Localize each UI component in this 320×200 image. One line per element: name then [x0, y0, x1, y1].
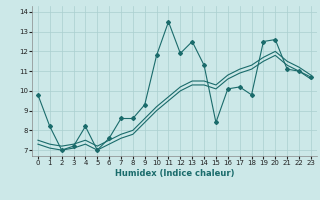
X-axis label: Humidex (Indice chaleur): Humidex (Indice chaleur)	[115, 169, 234, 178]
